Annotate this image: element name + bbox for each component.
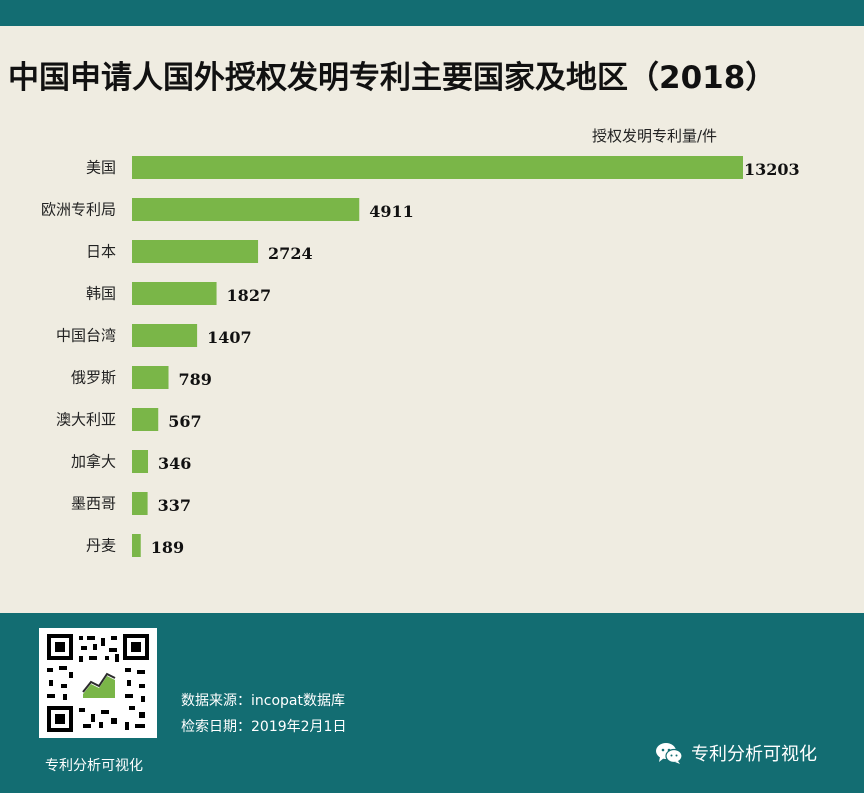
- qr-code-image: [47, 634, 149, 732]
- wechat-icon: [656, 743, 683, 764]
- value-label: 346: [158, 454, 191, 473]
- category-label: 俄罗斯: [71, 369, 116, 387]
- category-label: 欧洲专利局: [41, 201, 116, 219]
- data-source: 数据来源：incopat数据库: [181, 693, 345, 709]
- bar: [132, 324, 198, 347]
- bar: [132, 534, 141, 557]
- category-label: 日本: [86, 243, 116, 261]
- value-label: 13203: [744, 160, 800, 179]
- category-label: 墨西哥: [71, 495, 116, 513]
- bar: [132, 366, 169, 389]
- bar: [132, 450, 149, 473]
- category-label: 丹麦: [86, 537, 116, 555]
- bar: [132, 408, 159, 431]
- qr-label: 专利分析可视化: [45, 758, 143, 774]
- value-label: 4911: [369, 202, 414, 221]
- bar: [132, 492, 148, 515]
- bar: [132, 198, 360, 221]
- qr-code: [39, 628, 157, 738]
- value-label: 789: [179, 370, 212, 389]
- category-label: 澳大利亚: [56, 411, 116, 429]
- category-label: 美国: [86, 159, 116, 177]
- category-label: 韩国: [86, 285, 116, 303]
- category-label: 中国台湾: [56, 327, 116, 345]
- value-label: 189: [151, 538, 184, 557]
- unit-label: 授权发明专利量/件: [592, 127, 718, 145]
- bar: [132, 282, 217, 305]
- brand-name: 专利分析可视化: [691, 744, 817, 765]
- value-label: 1827: [227, 286, 272, 305]
- value-label: 337: [158, 496, 191, 515]
- top-band: [0, 0, 864, 26]
- wechat-brand: 专利分析可视化: [655, 740, 817, 766]
- category-label: 加拿大: [71, 453, 116, 471]
- value-label: 567: [168, 412, 201, 431]
- retrieval-date: 检索日期：2019年2月1日: [181, 719, 347, 735]
- bar: [132, 240, 259, 263]
- bar-chart: 美国 13203 欧洲专利局 4911 日本 2724 韩国 1827 中国台湾 1407 俄罗斯 7…: [41, 156, 800, 557]
- bar: [132, 156, 743, 179]
- chart-title: 中国申请人国外授权发明专利主要国家及地区（2018）: [8, 60, 777, 96]
- value-label: 1407: [207, 328, 252, 347]
- value-label: 2724: [268, 244, 313, 263]
